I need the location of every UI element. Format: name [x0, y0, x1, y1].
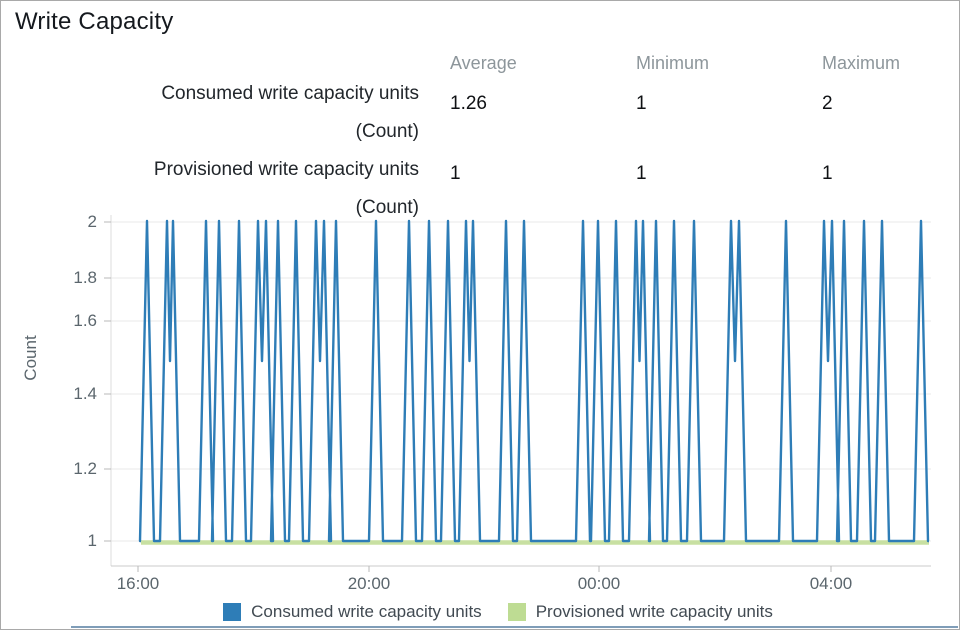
legend-swatch-icon	[507, 603, 526, 621]
y-axis-title: Count	[21, 335, 40, 381]
x-tick-label: 00:00	[577, 574, 621, 593]
stats-header-minimum: Minimum	[636, 53, 710, 73]
legend-item-provisioned[interactable]: Provisioned write capacity units	[507, 602, 773, 622]
y-tick-label: 1	[87, 531, 97, 550]
x-tick-label: 20:00	[347, 574, 391, 593]
legend-label: Provisioned write capacity units	[535, 602, 773, 621]
provisioned-minimum-value: 1	[636, 163, 647, 184]
y-tick-label: 1.6	[73, 311, 97, 330]
metric-unit: (Count)	[355, 121, 419, 142]
stats-row-label-consumed: Consumed write capacity units (Count)	[1, 75, 425, 151]
legend-swatch-icon	[223, 603, 242, 621]
stats-corner-cell	[1, 47, 425, 75]
x-tick-label: 04:00	[809, 574, 853, 593]
metric-name: Consumed write capacity units	[161, 83, 419, 104]
page-title: Write Capacity	[15, 8, 174, 35]
stats-table: Average Minimum Maximum Consumed write c…	[1, 47, 959, 227]
provisioned-maximum-value: 1	[822, 163, 833, 184]
provisioned-average-value: 1	[450, 163, 461, 184]
y-tick-label: 1.8	[73, 268, 97, 287]
stats-header-maximum: Maximum	[822, 53, 901, 73]
y-tick-label: 1.2	[73, 459, 97, 478]
consumed-average-value: 1.26	[450, 93, 487, 114]
chart-legend: Consumed write capacity units Provisioned…	[1, 602, 959, 622]
metric-name: Provisioned write capacity units	[153, 159, 419, 180]
stats-row-label-provisioned: Provisioned write capacity units (Count)	[1, 151, 425, 227]
write-capacity-chart	[104, 215, 931, 572]
consumed-series-line	[138, 219, 930, 543]
x-tick-label: 16:00	[116, 574, 160, 593]
legend-label: Consumed write capacity units	[251, 602, 482, 621]
panel-divider	[71, 626, 958, 628]
legend-item-consumed[interactable]: Consumed write capacity units	[223, 602, 482, 622]
stats-header-average: Average	[450, 53, 517, 73]
consumed-minimum-value: 1	[636, 93, 647, 114]
y-tick-label: 2	[87, 212, 97, 231]
consumed-maximum-value: 2	[822, 93, 833, 114]
y-tick-label: 1.4	[73, 384, 97, 403]
metric-unit: (Count)	[355, 197, 419, 218]
